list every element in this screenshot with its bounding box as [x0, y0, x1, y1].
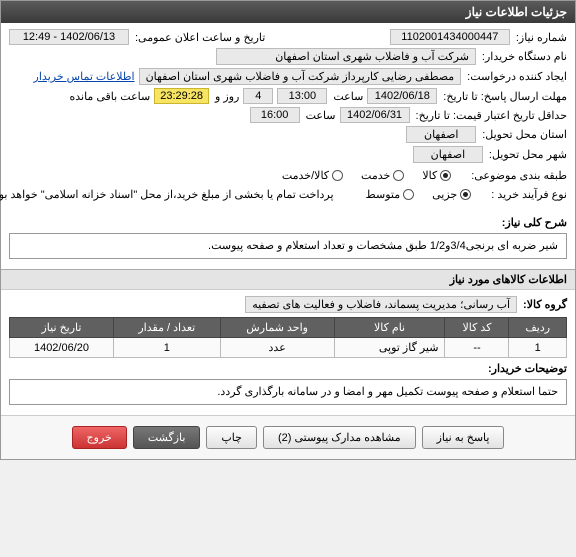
radio-dot-icon — [460, 189, 471, 200]
panel-title: جزئیات اطلاعات نیاز — [1, 1, 575, 23]
announce-label: تاریخ و ساعت اعلان عمومی: — [135, 31, 265, 44]
buyer-notes-label: توضیحات خریدار: — [488, 362, 567, 375]
need-number: 1102001434000447 — [390, 29, 510, 45]
need-desc-text: شیر ضربه ای برنجی3/4و1/2 طبق مشخصات و تع… — [9, 233, 567, 259]
city-label: شهر محل تحویل: — [489, 148, 567, 161]
requester-name: مصطفی رضایی کارپرداز شرکت آب و فاضلاب شه… — [139, 68, 462, 85]
cell-item-name: شیر گاز توپی — [334, 338, 445, 358]
proc-type-label: نوع فرآیند خرید : — [491, 188, 567, 201]
footer-buttons: پاسخ به نیاز مشاهده مدارک پیوستی (2) چاپ… — [1, 415, 575, 459]
exit-button[interactable]: خروج — [72, 426, 127, 449]
buyer-name: شرکت آب و فاضلاب شهری استان اصفهان — [216, 48, 476, 65]
validity-date: 1402/06/31 — [340, 107, 410, 123]
deadline-date: 1402/06/18 — [367, 88, 437, 104]
cell-row-num: 1 — [509, 338, 567, 358]
validity-time: 16:00 — [250, 107, 300, 123]
requester-label: ایجاد کننده درخواست: — [467, 70, 567, 83]
countdown-timer: 23:29:28 — [154, 88, 209, 104]
col-qty: تعداد / مقدار — [113, 318, 220, 338]
province-value: اصفهان — [406, 126, 476, 143]
table-row[interactable]: 1 -- شیر گاز توپی عدد 1 1402/06/20 — [10, 338, 567, 358]
radio-dot-icon — [440, 170, 451, 181]
need-desc-label: شرح کلی نیاز: — [502, 216, 567, 229]
remaining-label: ساعت باقی مانده — [69, 90, 150, 103]
need-number-label: شماره نیاز: — [516, 31, 567, 44]
group-label: گروه کالا: — [523, 298, 567, 311]
col-need-date: تاریخ نیاز — [10, 318, 114, 338]
radio-jozi[interactable]: جزیی — [432, 188, 471, 201]
announce-datetime: 1402/06/13 - 12:49 — [9, 29, 129, 45]
items-section: گروه کالا: آب رسانی؛ مدیریت پسماند، فاضل… — [1, 290, 575, 415]
items-table: ردیف کد کالا نام کالا واحد شمارش تعداد /… — [9, 317, 567, 358]
radio-kala[interactable]: کالا — [422, 169, 451, 182]
col-item-code: کد کالا — [445, 318, 509, 338]
cell-unit: عدد — [220, 338, 334, 358]
deadline-label: مهلت ارسال پاسخ: تا تاریخ: — [443, 90, 567, 103]
cell-need-date: 1402/06/20 — [10, 338, 114, 358]
radio-khadamat[interactable]: خدمت — [361, 169, 404, 182]
table-header-row: ردیف کد کالا نام کالا واحد شمارش تعداد /… — [10, 318, 567, 338]
time-label-2: ساعت — [306, 109, 336, 122]
deadline-time: 13:00 — [277, 88, 327, 104]
col-row-num: ردیف — [509, 318, 567, 338]
attachments-button[interactable]: مشاهده مدارک پیوستی (2) — [263, 426, 416, 449]
respond-button[interactable]: پاسخ به نیاز — [422, 426, 505, 449]
buyer-notes-text: حتما استعلام و صفحه پیوست تکمیل مهر و ام… — [9, 379, 567, 405]
back-button[interactable]: بازگشت — [133, 426, 201, 449]
need-details-panel: جزئیات اطلاعات نیاز شماره نیاز: 11020014… — [0, 0, 576, 460]
time-label-1: ساعت — [333, 90, 363, 103]
cell-qty: 1 — [113, 338, 220, 358]
radio-dot-icon — [332, 170, 343, 181]
print-button[interactable]: چاپ — [206, 426, 257, 449]
radio-dot-icon — [403, 189, 414, 200]
col-item-name: نام کالا — [334, 318, 445, 338]
cell-item-code: -- — [445, 338, 509, 358]
radio-dot-icon — [393, 170, 404, 181]
buyer-label: نام دستگاه خریدار: — [482, 50, 567, 63]
items-header: اطلاعات کالاهای مورد نیاز — [1, 269, 575, 290]
days-remaining: 4 — [243, 88, 273, 104]
subject-classification: طبقه بندی موضوعی: کالا خدمت کالا/خدمت — [9, 166, 567, 185]
col-unit: واحد شمارش — [220, 318, 334, 338]
payment-note: پرداخت تمام یا بخشی از مبلغ خرید،از محل … — [0, 188, 334, 201]
radio-kala-khadamat[interactable]: کالا/خدمت — [282, 169, 343, 182]
process-type: نوع فرآیند خرید : جزیی متوسط پرداخت تمام… — [9, 185, 567, 204]
subject-group-label: طبقه بندی موضوعی: — [471, 169, 567, 182]
radio-motevaset[interactable]: متوسط — [366, 188, 415, 201]
need-description-section: شرح کلی نیاز: شیر ضربه ای برنجی3/4و1/2 ط… — [1, 210, 575, 269]
validity-label: حداقل تاریخ اعتبار قیمت: تا تاریخ: — [416, 109, 567, 122]
province-label: استان محل تحویل: — [482, 128, 567, 141]
city-value: اصفهان — [413, 146, 483, 163]
days-label: روز و — [215, 90, 239, 103]
header-fields: شماره نیاز: 1102001434000447 تاریخ و ساع… — [1, 23, 575, 210]
group-value: آب رسانی؛ مدیریت پسماند، فاضلاب و فعالیت… — [245, 296, 517, 313]
buyer-contact-link[interactable]: اطلاعات تماس خریدار — [34, 70, 135, 83]
